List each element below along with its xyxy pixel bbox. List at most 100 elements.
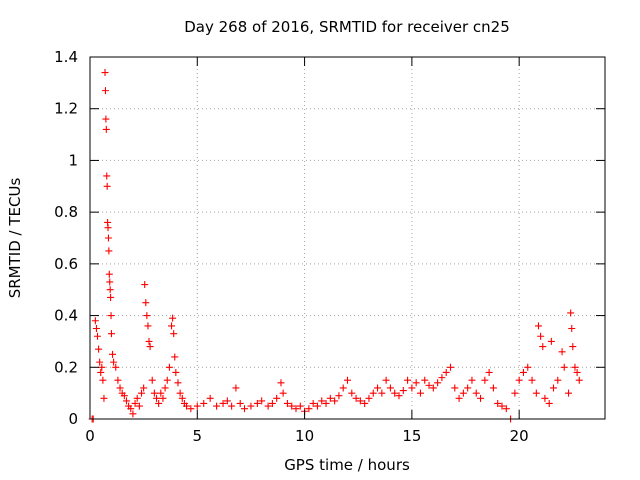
data-point — [206, 394, 214, 402]
data-point — [104, 234, 112, 242]
data-point — [183, 402, 191, 410]
data-point — [100, 394, 108, 402]
data-point — [116, 384, 124, 392]
data-point — [145, 337, 153, 345]
data-point — [485, 368, 493, 376]
data-point — [112, 363, 120, 371]
data-point — [96, 358, 104, 366]
data-point — [107, 312, 115, 320]
x-tick-label: 15 — [402, 427, 421, 445]
data-point — [165, 363, 173, 371]
data-point — [571, 363, 579, 371]
data-point — [106, 286, 114, 294]
grid-lines — [90, 57, 605, 419]
data-point — [110, 358, 118, 366]
data-point — [429, 384, 437, 392]
data-point — [91, 317, 99, 325]
data-point — [105, 247, 113, 255]
data-point — [107, 330, 115, 338]
data-point — [442, 368, 450, 376]
data-point — [408, 384, 416, 392]
data-point — [155, 399, 163, 407]
data-point — [106, 278, 114, 286]
data-point — [489, 384, 497, 392]
data-point — [104, 224, 112, 232]
data-point — [102, 115, 110, 123]
data-point — [150, 389, 158, 397]
data-point — [219, 399, 227, 407]
data-point — [141, 281, 149, 289]
data-point — [148, 376, 156, 384]
data-point — [575, 376, 583, 384]
data-point — [502, 405, 510, 413]
data-point — [305, 405, 313, 413]
data-point — [92, 325, 100, 332]
data-point — [268, 399, 276, 407]
data-point — [391, 389, 399, 397]
data-point — [386, 384, 394, 392]
data-point — [153, 394, 161, 402]
y-tick-label: 1.4 — [54, 48, 78, 66]
data-point — [102, 125, 110, 133]
data-point — [178, 394, 186, 402]
data-point — [273, 394, 281, 402]
data-point — [434, 379, 442, 387]
data-point — [296, 402, 304, 410]
data-point — [416, 389, 424, 397]
data-point — [438, 374, 446, 382]
data-point — [247, 402, 255, 410]
data-point — [532, 389, 540, 397]
data-point — [264, 402, 272, 410]
data-point — [421, 376, 429, 384]
data-point — [94, 332, 102, 340]
data-point — [142, 299, 150, 307]
data-point — [335, 392, 343, 400]
data-point — [565, 389, 573, 397]
data-point — [99, 376, 107, 384]
y-tick-label: 1 — [68, 151, 78, 169]
data-point — [135, 402, 143, 410]
data-point — [511, 389, 519, 397]
data-point — [374, 384, 382, 392]
data-point — [120, 392, 128, 400]
data-point — [143, 312, 151, 320]
data-point — [241, 405, 248, 413]
data-point — [404, 376, 412, 384]
data-point — [455, 394, 463, 402]
data-point — [498, 402, 506, 410]
data-point — [348, 389, 356, 397]
data-point — [519, 368, 527, 376]
data-point — [174, 379, 182, 387]
data-point — [515, 376, 523, 384]
data-point — [122, 397, 130, 405]
data-point — [539, 343, 547, 351]
axis-ticks: 0 0.2 0.4 0.6 0.8 1 1.2 1.4 0 5 10 15 20 — [54, 48, 605, 445]
data-point — [114, 376, 122, 384]
data-point — [169, 314, 177, 322]
data-point — [558, 348, 566, 356]
data-point — [361, 399, 369, 407]
data-point — [129, 410, 137, 418]
x-tick-label: 10 — [295, 427, 314, 445]
data-point — [425, 381, 433, 389]
data-point — [172, 368, 180, 376]
data-point — [451, 384, 459, 392]
data-point — [468, 376, 476, 384]
data-point — [288, 402, 296, 410]
data-point — [144, 322, 152, 330]
data-point — [131, 399, 139, 407]
data-point — [223, 397, 231, 405]
data-point — [146, 343, 154, 351]
data-point — [369, 389, 377, 397]
data-point — [382, 376, 390, 384]
data-point — [378, 389, 386, 397]
data-point — [140, 384, 148, 392]
data-point — [105, 270, 113, 278]
x-tick-label: 5 — [193, 427, 203, 445]
x-tick-label: 0 — [85, 427, 95, 445]
chart-title: Day 268 of 2016, SRMTID for receiver cn2… — [184, 18, 510, 36]
y-axis-label: SRMTID / TECUs — [6, 178, 24, 299]
data-point — [322, 399, 330, 407]
y-tick-label: 0.8 — [54, 203, 78, 221]
data-point — [352, 394, 360, 402]
